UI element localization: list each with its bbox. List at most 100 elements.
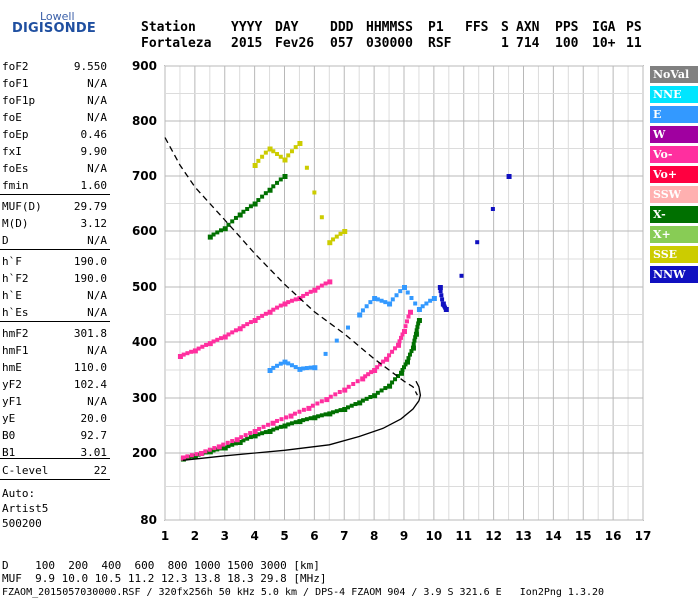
data-point [271, 149, 276, 154]
data-point [475, 240, 480, 245]
data-point [278, 361, 283, 366]
data-point [233, 441, 238, 446]
data-point [387, 353, 392, 358]
param-name: hmF2 [2, 327, 29, 340]
data-point [398, 289, 403, 294]
data-point [345, 405, 350, 410]
data-point [230, 219, 235, 224]
data-point [260, 194, 265, 199]
data-point [306, 405, 312, 411]
param-separator [0, 321, 110, 322]
legend-item-nnw: NNW [650, 266, 698, 283]
param-value: N/A [87, 344, 107, 357]
data-point [355, 379, 360, 384]
y-tick-label: 900 [132, 59, 157, 73]
param-row: fxI 9.90 [2, 145, 107, 158]
data-point [194, 452, 199, 457]
data-point [308, 416, 313, 421]
data-point [282, 174, 288, 179]
data-point [256, 315, 261, 320]
data-point [399, 335, 404, 340]
data-point [252, 318, 258, 323]
data-point [226, 444, 231, 449]
data-point [400, 368, 405, 372]
header-value-cell: 10+ [592, 36, 616, 51]
header-label-cell: PS [626, 20, 642, 35]
legend-item-vo-: Vo+ [650, 166, 698, 183]
header-value-cell: 1 [501, 36, 509, 51]
param-separator [0, 194, 110, 195]
data-point [301, 366, 306, 371]
data-point [412, 338, 417, 343]
x-tick-label: 14 [545, 529, 562, 543]
logo-digisonde: DIGISONDE [12, 21, 96, 36]
param-name: h`F [2, 255, 22, 268]
header-value-cell: 2015 [231, 36, 263, 51]
data-point [315, 401, 320, 406]
data-point [267, 187, 273, 193]
data-point [316, 285, 321, 290]
param-value: 1.60 [80, 179, 108, 192]
data-point [372, 393, 378, 399]
data-point [301, 293, 306, 298]
data-point [297, 419, 303, 425]
data-point [360, 376, 366, 382]
data-point [383, 386, 388, 391]
data-point [230, 439, 235, 444]
data-point [200, 344, 205, 349]
header-label-cell: IGA [592, 20, 616, 35]
data-point [215, 230, 220, 235]
x-tick-label: 1 [161, 529, 169, 543]
auto-code: 500200 [2, 517, 42, 530]
data-point [275, 180, 280, 185]
legend-item-noval: NoVal [650, 66, 698, 83]
footer-info: FZAOM_2015057030000.RSF / 320fx256h 50 k… [2, 587, 605, 598]
param-value: 0.46 [80, 128, 108, 141]
param-row: h`F2 190.0 [2, 272, 107, 285]
data-point [390, 380, 395, 385]
header-value-cell: 100 [555, 36, 579, 51]
param-row: h`E N/A [2, 289, 107, 302]
x-tick-label: 4 [250, 529, 258, 543]
data-point [357, 400, 363, 406]
data-point [379, 298, 384, 303]
data-point [375, 297, 380, 302]
data-point [424, 301, 429, 306]
data-point [364, 304, 369, 309]
header-value-cell: Fortaleza [141, 36, 212, 51]
data-point [331, 410, 336, 415]
param-row: MUF(D) 29.79 [2, 200, 107, 213]
legend-item-nne: NNE [650, 86, 698, 103]
param-value: 190.0 [73, 255, 107, 268]
data-point [212, 446, 217, 451]
header-value-cell: 11 [626, 36, 642, 51]
data-point [222, 226, 228, 232]
data-point [230, 330, 235, 335]
data-point [260, 431, 265, 436]
param-name: yE [2, 412, 16, 425]
distance-label: D [2, 559, 9, 572]
muf-values: 9.9 10.0 10.5 11.2 12.3 13.8 18.3 29.8 [… [35, 572, 327, 585]
param-value: N/A [87, 111, 107, 124]
data-point [308, 365, 313, 370]
data-point [237, 326, 243, 332]
legend-item-e: E [650, 106, 698, 123]
param-row: D N/A [2, 234, 107, 247]
y-tick-label: 80 [140, 513, 157, 527]
data-point [328, 394, 333, 399]
data-point [443, 307, 449, 312]
param-row: foEs N/A [2, 162, 107, 175]
param-row: B1 3.01 [2, 446, 107, 459]
data-point [404, 359, 410, 365]
data-point [409, 296, 414, 300]
data-point [275, 363, 280, 368]
y-tick-label: 400 [132, 335, 157, 349]
header-label-cell: DAY [275, 20, 299, 35]
data-point [416, 321, 421, 326]
data-point [410, 345, 416, 351]
data-point [282, 301, 288, 307]
param-value: N/A [87, 289, 107, 302]
x-tick-label: 16 [605, 529, 622, 543]
data-point [414, 328, 419, 333]
